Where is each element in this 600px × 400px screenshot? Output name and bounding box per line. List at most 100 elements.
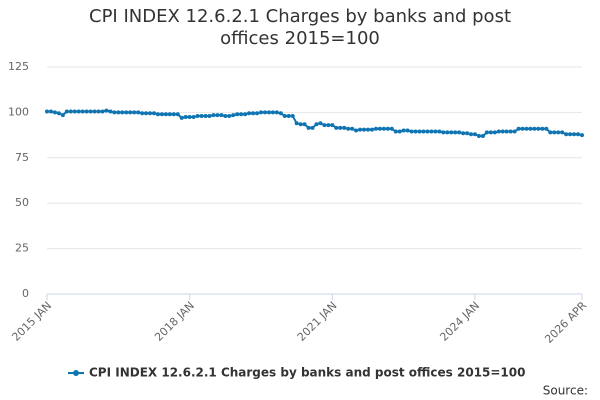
y-tick-label: 75: [15, 151, 29, 164]
point: [512, 129, 517, 134]
point: [203, 114, 208, 119]
point: [278, 111, 283, 116]
point: [96, 109, 101, 114]
point: [496, 129, 501, 134]
point: [330, 123, 335, 128]
point: [492, 130, 497, 135]
point: [163, 112, 168, 117]
point: [540, 126, 545, 131]
point: [310, 125, 315, 130]
point: [294, 121, 299, 126]
point: [306, 125, 311, 130]
point: [369, 127, 374, 132]
point: [124, 110, 129, 115]
point: [314, 122, 319, 127]
point: [381, 126, 386, 131]
point: [167, 112, 172, 117]
point: [425, 129, 430, 134]
point: [207, 114, 212, 119]
point: [528, 126, 533, 131]
point: [132, 110, 137, 115]
point: [80, 109, 85, 114]
point: [243, 112, 248, 117]
point: [342, 125, 347, 130]
point: [488, 130, 493, 135]
point: [251, 111, 256, 116]
point: [508, 129, 513, 134]
point: [211, 113, 216, 118]
point: [255, 111, 260, 116]
point: [354, 128, 359, 133]
point: [318, 121, 323, 126]
point: [524, 126, 529, 131]
point: [544, 126, 549, 131]
point: [480, 134, 485, 139]
point: [270, 110, 275, 115]
point: [179, 115, 184, 120]
point: [441, 130, 446, 135]
point: [473, 132, 477, 137]
point: [175, 112, 180, 117]
point: [405, 128, 410, 133]
point: [223, 114, 228, 119]
point: [326, 123, 331, 128]
point: [72, 109, 77, 114]
point: [377, 126, 382, 131]
point: [84, 109, 89, 114]
point: [159, 112, 164, 117]
point: [191, 114, 196, 119]
point: [286, 114, 291, 119]
point: [144, 111, 149, 116]
point: [100, 109, 105, 114]
point: [183, 114, 188, 119]
point: [171, 112, 176, 117]
point: [421, 129, 426, 134]
point: [338, 125, 343, 130]
point: [366, 127, 370, 132]
point: [520, 126, 525, 131]
point: [48, 109, 53, 114]
point: [112, 110, 117, 115]
source-label: Source:: [543, 384, 588, 398]
point: [393, 129, 398, 134]
point: [409, 129, 414, 134]
point: [92, 109, 97, 114]
point: [259, 110, 263, 115]
point: [266, 110, 271, 115]
point: [532, 126, 537, 131]
chart-title: CPI INDEX 12.6.2.1 Charges by banks and …: [89, 6, 511, 49]
point: [108, 109, 113, 114]
x-tick-label: 2021 JAN: [295, 299, 340, 344]
point: [76, 109, 81, 114]
point: [536, 126, 541, 131]
point: [68, 109, 73, 114]
legend-label: CPI INDEX 12.6.2.1 Charges by banks and …: [89, 366, 525, 380]
point: [572, 132, 577, 137]
point: [215, 113, 220, 118]
point: [453, 130, 458, 135]
point: [262, 110, 267, 115]
point: [516, 126, 521, 131]
point: [484, 130, 489, 135]
point: [334, 125, 339, 130]
point: [389, 126, 394, 131]
y-tick-label: 25: [15, 242, 29, 255]
point: [148, 111, 153, 116]
point: [290, 114, 295, 119]
x-tick-label: 2015 JAN: [9, 299, 54, 344]
point: [104, 108, 109, 113]
point: [564, 132, 569, 137]
y-tick-label: 125: [8, 60, 29, 73]
point: [88, 109, 93, 114]
point: [401, 128, 406, 133]
point: [556, 130, 561, 135]
point: [560, 130, 565, 135]
point: [45, 109, 49, 114]
point: [385, 126, 390, 131]
point: [576, 132, 581, 137]
point: [504, 129, 509, 134]
point: [187, 114, 192, 119]
point: [429, 129, 434, 134]
